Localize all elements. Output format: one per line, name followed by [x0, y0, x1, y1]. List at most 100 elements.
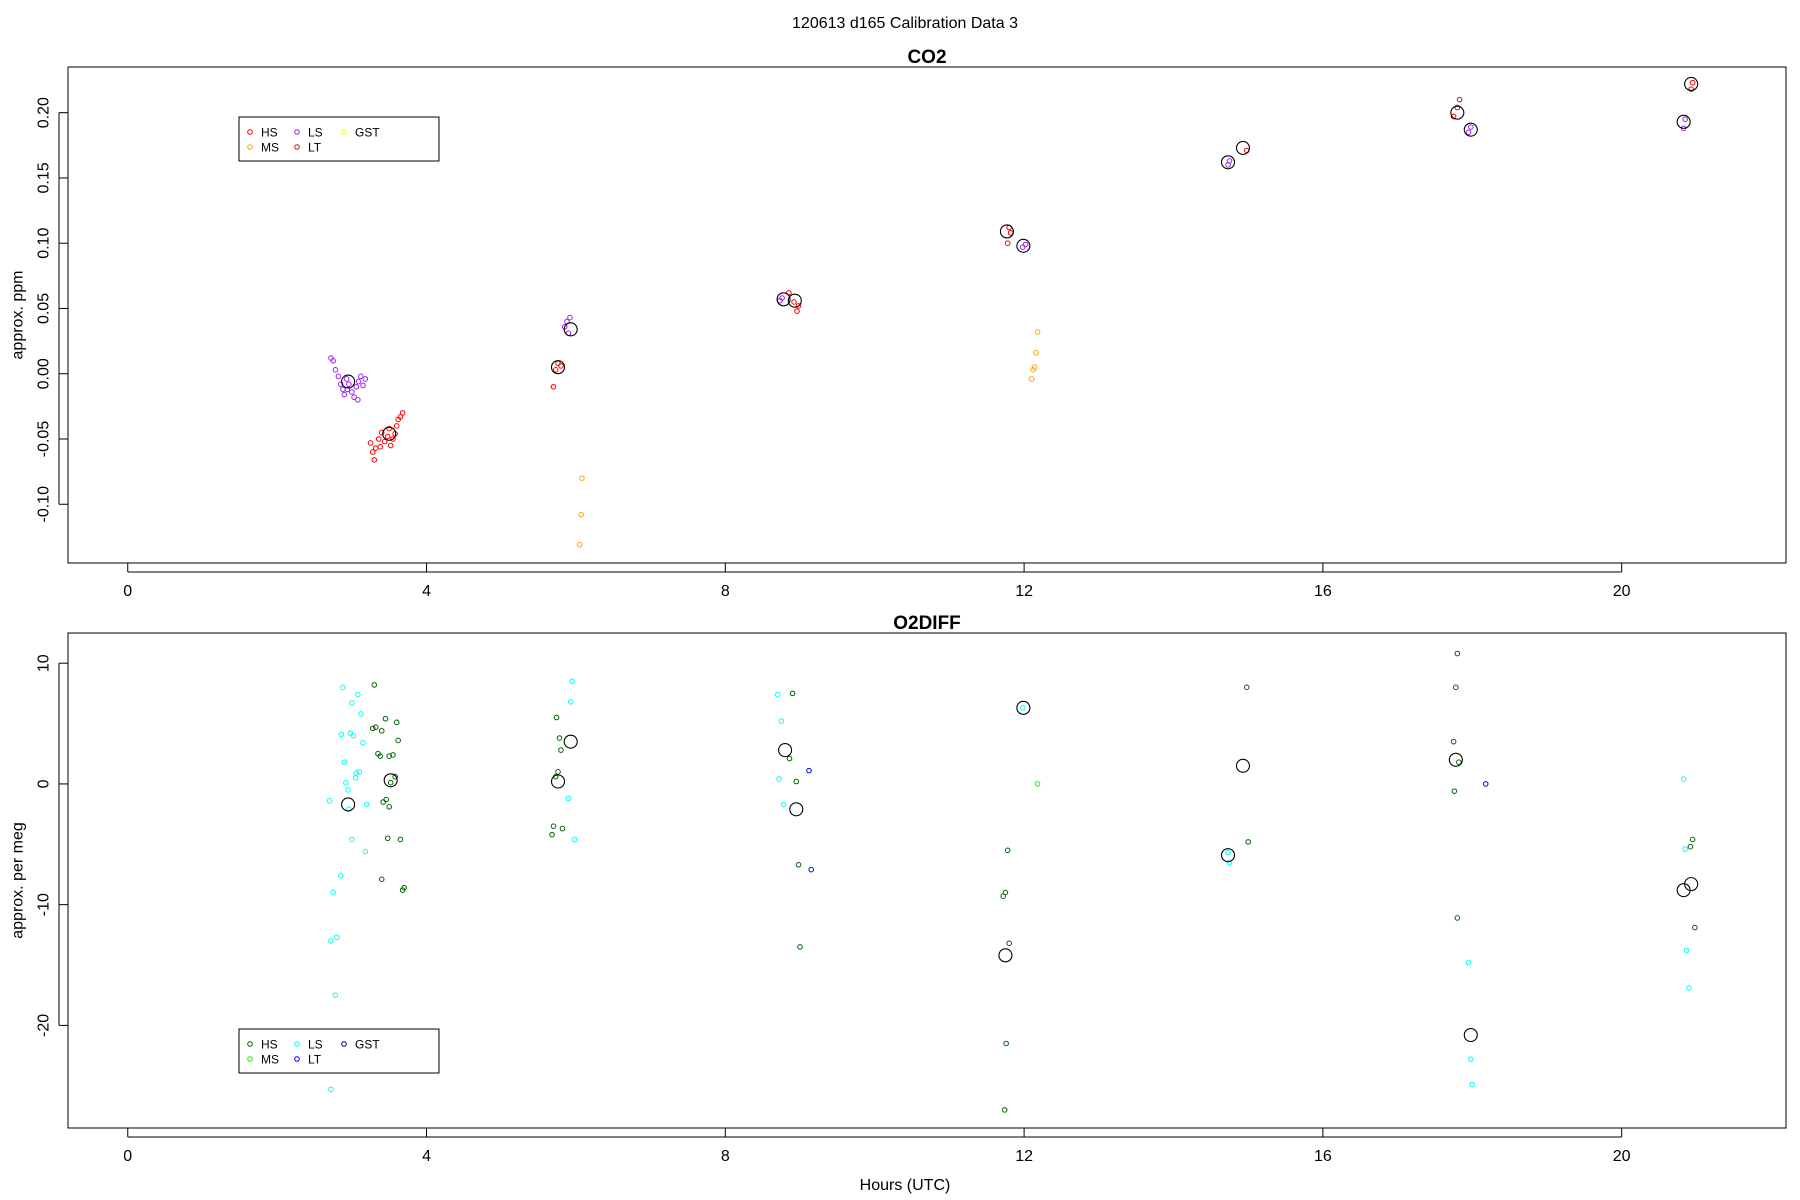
data-point: [1682, 846, 1688, 852]
data-point: [571, 836, 578, 843]
y-tick-label: 0: [36, 779, 53, 788]
data-point: [1467, 1056, 1474, 1062]
data-point: [1243, 684, 1250, 691]
data-point: [578, 511, 584, 518]
data-point: [378, 876, 385, 883]
data-point: [1451, 788, 1458, 794]
data-point: [1456, 759, 1462, 765]
y-tick-label: 0.20: [36, 97, 53, 128]
data-point: [360, 740, 366, 746]
data-point: [552, 367, 559, 373]
mean-point: [1016, 700, 1031, 715]
y-tick-label: -0.10: [36, 486, 53, 523]
data-point: [1019, 244, 1026, 250]
legend-marker: [294, 1041, 300, 1047]
series-ls: [328, 116, 1688, 403]
data-point: [326, 798, 333, 804]
data-point: [340, 684, 346, 691]
data-point: [353, 770, 360, 776]
data-point: [1002, 889, 1009, 896]
data-point: [569, 678, 575, 685]
chart-panels: CO2 0 4 8 12 16 20 -0.10 -0.05 0.00 0.05 0.10 0.15 0.…: [10, 47, 1787, 1165]
data-point: [330, 889, 336, 896]
data-point: [358, 711, 364, 717]
mean-point: [1463, 1027, 1478, 1043]
y-tick-label: 0.10: [36, 228, 53, 259]
data-point: [340, 386, 346, 393]
mean-point: [1235, 758, 1251, 773]
data-point: [386, 804, 392, 810]
mean-point: [341, 797, 356, 812]
data-point: [795, 303, 802, 309]
legend-box: [238, 1028, 440, 1074]
legend: HS LS GST MS LT: [238, 116, 440, 162]
x-tick-label: 4: [422, 583, 431, 600]
mean-point: [1450, 105, 1465, 120]
data-point: [386, 425, 392, 432]
data-point: [382, 715, 389, 722]
data-point: [1450, 738, 1457, 745]
data-point: [559, 825, 566, 832]
y-tick-label: -20: [36, 1014, 53, 1037]
data-point: [558, 363, 564, 369]
legend-box: [238, 116, 440, 162]
data-point: [375, 436, 382, 442]
series-mean: [341, 700, 1699, 1043]
mean-point: [1684, 877, 1699, 892]
data-point: [351, 394, 357, 401]
data-point: [1033, 350, 1039, 356]
x-tick-label: 0: [123, 583, 132, 600]
series-mean: [341, 76, 1699, 441]
mean-point: [1684, 76, 1699, 92]
data-point: [1245, 839, 1251, 845]
data-point: [369, 725, 376, 732]
series-ms: [1034, 781, 1041, 787]
y-tick-label: -10: [36, 893, 53, 916]
data-point: [1454, 650, 1461, 657]
data-point: [780, 801, 787, 808]
data-point: [1454, 915, 1461, 921]
data-point: [349, 836, 355, 843]
data-point: [1022, 241, 1029, 248]
data-point: [1682, 116, 1688, 123]
data-point: [360, 382, 366, 389]
data-point: [1003, 1040, 1009, 1047]
y-tick-label: 0.00: [36, 358, 53, 389]
data-point: [794, 308, 800, 314]
data-point: [555, 360, 561, 367]
legend: HS LS GST MS LT: [238, 1028, 440, 1074]
data-point: [377, 444, 384, 450]
legend-label: LT: [308, 1053, 322, 1067]
data-point: [362, 376, 369, 382]
legend-marker: [294, 144, 300, 150]
data-point: [1006, 940, 1012, 947]
y-tick-label: 0.05: [36, 293, 53, 324]
y-tick-label: 10: [36, 654, 53, 672]
data-point: [1686, 985, 1692, 991]
data-point: [579, 475, 585, 481]
legend-marker: [247, 1056, 253, 1062]
data-point: [337, 872, 344, 879]
y-tick-label: -0.05: [36, 421, 53, 458]
mean-point: [998, 948, 1013, 963]
plot-frame: [67, 632, 1787, 1129]
data-point: [363, 801, 370, 808]
series-ls: [326, 678, 1692, 1093]
y-axis-label: approx. per meg: [10, 822, 27, 939]
data-point: [1456, 96, 1463, 103]
x-tick-label: 16: [1314, 583, 1332, 600]
mean-point: [341, 374, 356, 389]
data-point: [1465, 959, 1472, 966]
legend-marker: [341, 1041, 347, 1047]
data-point: [555, 769, 561, 775]
data-point: [346, 381, 352, 387]
chart-title: CO2: [907, 47, 946, 68]
legend-marker: [341, 129, 347, 135]
mean-point: [778, 743, 793, 758]
data-point: [378, 727, 385, 734]
data-point: [1004, 240, 1011, 247]
data-point: [567, 314, 573, 321]
data-point: [350, 732, 357, 739]
